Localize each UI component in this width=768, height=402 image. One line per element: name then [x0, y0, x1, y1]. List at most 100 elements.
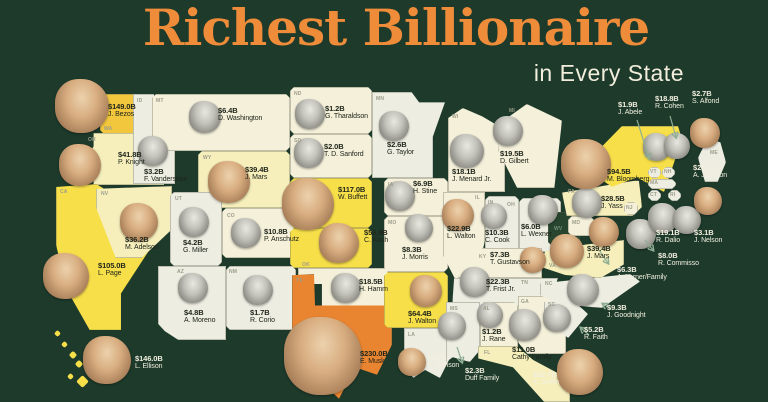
state-abbr-co: CO — [227, 213, 235, 219]
photo-oh-l-wexner — [528, 195, 558, 225]
label-co-name: P. Anschutz — [264, 236, 299, 244]
label-wa-name: J. Bezos — [108, 111, 135, 119]
state-abbr-ga: GA — [521, 299, 529, 305]
label-tx-value: $230.0B — [360, 349, 388, 358]
photo-ms-duff-family — [438, 312, 466, 340]
label-al-value: $1.2B — [482, 327, 502, 336]
label-wy-name: J. Mars — [245, 174, 268, 182]
label-co-value: $10.8B — [264, 227, 288, 236]
label-pa-value: $28.5B — [601, 194, 625, 203]
state-abbr-sd: SD — [294, 138, 302, 144]
label-nj-name: R. Commisso — [658, 260, 699, 268]
label-ct-value: $19.1B — [656, 228, 680, 237]
label-az: $4.8B A. Moreno — [184, 308, 216, 326]
label-mo-name: J. Morris — [402, 254, 428, 262]
state-island-hi-1 — [60, 340, 69, 349]
label-ma: $21.0B A. Johnson — [693, 163, 727, 181]
label-az-value: $4.8B — [184, 308, 204, 317]
label-wa: $149.0B J. Bezos — [108, 102, 136, 120]
state-abbr-pa: PA — [568, 189, 575, 195]
label-ky-value: $7.3B — [490, 250, 510, 259]
label-fl: $32.7B K. Griffin — [533, 370, 559, 388]
label-sd-name: T. D. Sanford — [324, 151, 364, 159]
label-id-name: F. Vandersloot — [144, 176, 187, 184]
label-vt: $1.9B J. Abele — [618, 100, 642, 118]
label-wy: $39.4B J. Mars — [245, 165, 269, 183]
label-ne-value: $117.0B — [338, 185, 366, 194]
label-ut: $4.2B G. Miller — [183, 238, 208, 256]
photo-il-l-walton — [442, 199, 474, 231]
label-ny-value: $94.5B — [607, 167, 631, 176]
label-ca-name: L. Page — [98, 270, 122, 278]
photo-nm-r-corio — [243, 275, 273, 305]
label-va-value: $39.4B — [587, 244, 611, 253]
state-abbr-ri: RI — [670, 192, 676, 198]
label-mt-name: D. Washington — [218, 115, 263, 123]
label-tx-name: E. Musk — [360, 358, 385, 366]
label-wi-name: J. Menard Jr. — [452, 176, 492, 184]
label-tn-name: T. Frist Jr. — [486, 286, 516, 294]
photo-me-s-alfond — [690, 118, 720, 148]
label-nv-value: $36.2B — [125, 235, 149, 244]
state-abbr-ia: IA — [388, 182, 394, 188]
photo-id-f-vandersloot — [138, 136, 168, 166]
label-co: $10.8B P. Anschutz — [264, 227, 299, 245]
photo-or-p-knight — [59, 144, 101, 186]
label-ga-name: Cathy Family — [512, 354, 552, 362]
label-nd-value: $1.2B — [325, 104, 345, 113]
label-la-name: G. Benson — [427, 362, 460, 370]
state-abbr-ca: CA — [60, 189, 68, 195]
state-abbr-la: LA — [408, 332, 416, 338]
state-abbr-ut: UT — [175, 196, 183, 202]
state-island-hi-4 — [66, 372, 75, 381]
label-ks-name: C. Koch — [364, 237, 389, 245]
label-ny-name: M. Bloomberg — [607, 176, 650, 184]
label-sd: $2.0B T. D. Sanford — [324, 142, 364, 160]
label-ky: $7.3B T. Gustavson — [490, 250, 530, 268]
label-sc: $5.2B R. Faith — [584, 325, 608, 343]
state-tile-nh — [662, 167, 675, 178]
label-ks-value: $56.9B — [364, 228, 388, 237]
state-abbr-nh: NH — [664, 169, 672, 175]
photo-co-p-anschutz — [231, 218, 261, 248]
label-nv: $36.2B M. Adelson — [125, 235, 159, 253]
label-md-name: A. Lerner/Family — [617, 274, 667, 282]
label-vt-value: $1.9B — [618, 100, 638, 109]
label-ri-value: $3.1B — [694, 228, 714, 237]
label-nh: $18.8B R. Cohen — [655, 94, 684, 112]
label-ok-name: H. Hamm — [359, 286, 388, 294]
label-mn-value: $2.6B — [387, 140, 407, 149]
photo-wa-j-bezos — [55, 79, 109, 133]
photo-nh-r-cohen — [664, 133, 690, 159]
state-abbr-wa: WA — [104, 126, 113, 132]
label-ma-name: A. Johnson — [693, 172, 728, 180]
label-or: $41.8B P. Knight — [118, 150, 145, 168]
label-ct: $19.1B R. Dalio — [656, 228, 680, 246]
label-wi-value: $18.1B — [452, 167, 476, 176]
label-la-value: $4.7B — [427, 353, 447, 362]
page-title: Richest Billionaire — [142, 0, 650, 57]
label-ri-name: J. Nelson — [694, 237, 723, 245]
state-abbr-ma: MA — [650, 180, 659, 186]
label-vt-name: J. Abele — [618, 109, 643, 117]
photo-wy-j-mars — [208, 161, 250, 203]
state-abbr-wv: WV — [554, 226, 563, 232]
photo-ut-g-miller — [179, 207, 209, 237]
photo-fl-k-griffin — [557, 349, 603, 395]
photo-ga-cathy-family — [509, 309, 541, 341]
label-ca: $105.0B L. Page — [98, 261, 126, 279]
state-island-hi-2 — [68, 350, 78, 360]
state-abbr-mi: MI — [509, 108, 515, 114]
photo-mn-g-taylor — [379, 111, 409, 141]
label-al-name: J. Rane — [482, 336, 506, 344]
state-abbr-tn: TN — [521, 280, 529, 286]
state-abbr-al: AL — [483, 306, 491, 312]
label-wa-value: $149.0B — [108, 102, 136, 111]
photo-pa-j-yass — [572, 188, 602, 218]
photo-tn-t-frist-jr- — [460, 267, 490, 297]
label-ne-name: W. Buffett — [338, 194, 368, 202]
label-mn-name: G. Taylor — [387, 149, 414, 157]
state-island-hi-5 — [76, 375, 89, 388]
